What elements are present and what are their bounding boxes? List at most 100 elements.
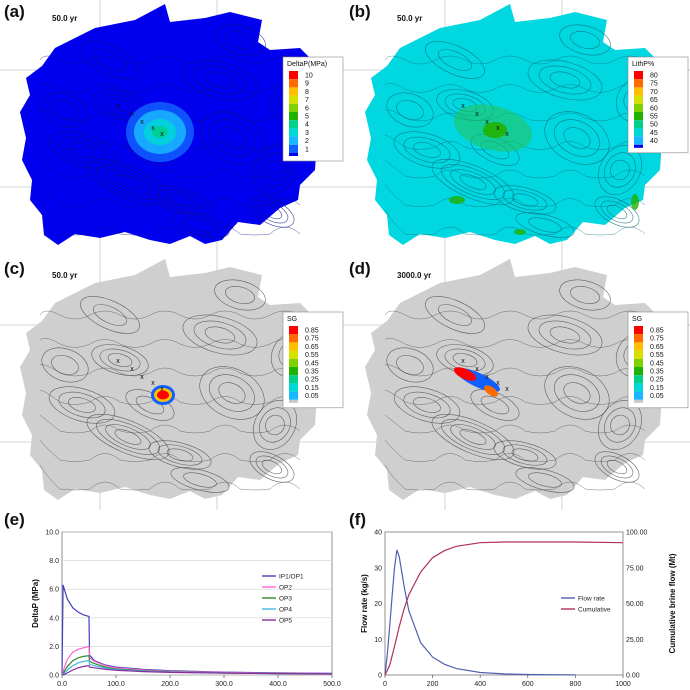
legend-entry: Cumulative (578, 607, 611, 614)
legend-tick: 0.75 (650, 336, 664, 343)
y-tick-label: 40 (374, 530, 382, 537)
contour-line (182, 59, 258, 101)
gas-plume (484, 385, 498, 397)
contour-line (403, 391, 451, 419)
well-marker: x (151, 125, 155, 132)
y-tick-label: 2.0 (49, 644, 59, 651)
plot-area (61, 531, 333, 676)
well-marker: x (140, 374, 144, 381)
contour-line (193, 65, 247, 95)
lith-spot (514, 229, 526, 235)
contour-line (606, 204, 628, 220)
well-marker: x (461, 103, 465, 110)
contour-line (384, 439, 646, 462)
contour-line (493, 185, 557, 215)
x-tick-label: 0.0 (57, 681, 67, 688)
legend-swatch (289, 136, 298, 145)
contour-line (413, 142, 441, 158)
legend-tick: 0.65 (305, 344, 319, 351)
contour-line (48, 131, 116, 169)
contour-line (39, 209, 301, 236)
contour-line (610, 414, 630, 436)
contour-line (218, 382, 246, 404)
contour-line (48, 386, 116, 424)
contour-line (594, 196, 640, 228)
legend-swatch (289, 71, 298, 80)
well-marker: x (505, 131, 509, 138)
legend-tick: 0.35 (650, 369, 664, 376)
contour-line (265, 414, 285, 436)
contour-line (450, 424, 496, 450)
legend-tick: 80 (650, 73, 658, 80)
legend-tick: 0.65 (650, 344, 664, 351)
panel-c: (c) 50.0 yr x x x x x SG 0.85 0.75 0.65 0.55 0.45 0… (0, 255, 345, 510)
legend-swatch (634, 326, 643, 335)
contour-line (80, 296, 140, 334)
contour-line (515, 212, 575, 238)
legend-tick: 2 (305, 138, 309, 145)
y2-tick-label: 50.00 (626, 601, 644, 608)
contour-line (441, 419, 505, 455)
legend-swatch (289, 112, 298, 121)
legend-swatch (634, 367, 643, 376)
contour-line (425, 41, 485, 79)
time-label: 3000.0 yr (397, 271, 432, 280)
contour-line (384, 464, 646, 491)
contour-line (86, 159, 170, 205)
contour-line (570, 286, 600, 304)
panel-b: (b) 50.0 yr x x x x x LithP% 80 75 70 65 60 55 50 45 4… (345, 0, 690, 255)
legend-tick: 0.15 (650, 385, 664, 392)
well-marker: x (485, 374, 489, 381)
x-tick-label: 400 (474, 681, 486, 688)
contour-line (393, 131, 461, 169)
contour-line (170, 467, 230, 493)
legend-swatch (634, 350, 643, 359)
contour-line (249, 196, 295, 228)
contour-line (265, 159, 285, 181)
contour-line (459, 429, 487, 445)
series-line-1 (384, 541, 624, 676)
contour-line (225, 31, 255, 49)
contour-line (249, 451, 295, 483)
contour-line (41, 347, 89, 383)
contour-line (96, 164, 160, 200)
well-marker: x (475, 111, 479, 118)
contour-line (39, 464, 301, 491)
panel-f: (f) 02004006008001000010203040YearsFlow … (345, 510, 690, 690)
contour-line (193, 320, 247, 350)
contour-line (148, 440, 212, 470)
legend-tick: 0.75 (305, 336, 319, 343)
contour-line (41, 92, 89, 128)
contour-line (386, 92, 434, 128)
well-marker: x (130, 111, 134, 118)
y-tick-label: 10 (374, 637, 382, 644)
series-line-4 (61, 665, 333, 676)
lith-spot (449, 196, 465, 204)
legend-swatch (289, 153, 298, 156)
legend-swatch (634, 383, 643, 392)
legend-swatch (634, 112, 643, 121)
legend-tick: 10 (305, 73, 313, 80)
contour-line (450, 169, 496, 195)
legend-swatch (634, 87, 643, 96)
contour-group (39, 24, 310, 238)
contour-line (204, 71, 236, 89)
panel-label: (b) (349, 2, 371, 21)
contour-line (493, 440, 557, 470)
time-label: 50.0 yr (52, 271, 78, 280)
well-marker: x (160, 386, 164, 393)
lith-spot (631, 194, 639, 210)
contour-line (515, 467, 575, 493)
x-tick-label: 200.0 (161, 681, 179, 688)
legend-swatch (289, 367, 298, 376)
legend-tick: 50 (650, 122, 658, 129)
legend-swatch (289, 87, 298, 96)
contour-line (80, 41, 140, 79)
legend-tick: 4 (305, 122, 309, 129)
model-domain (365, 259, 663, 500)
contour-line (527, 59, 603, 101)
contour-line (114, 429, 142, 445)
contour-line (58, 136, 106, 164)
panel-label: (d) (349, 259, 371, 278)
